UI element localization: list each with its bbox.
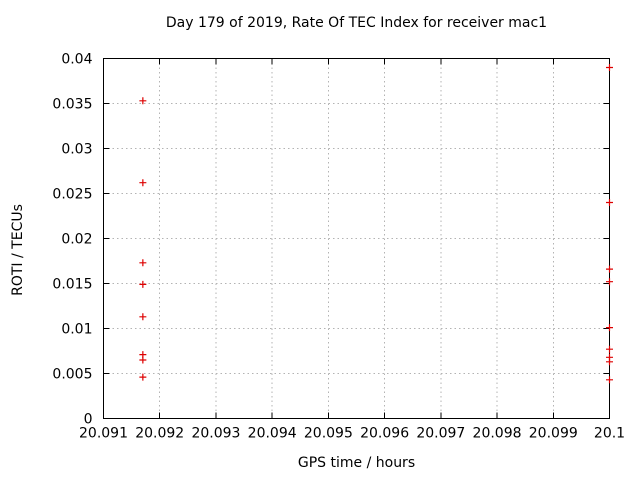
- data-point: [139, 259, 147, 267]
- data-point: [606, 199, 613, 206]
- data-point: [606, 358, 613, 366]
- x-tick-label: 20.091: [79, 426, 128, 442]
- x-tick-label: 20.095: [304, 426, 353, 442]
- y-axis-label: ROTI / TECUs: [10, 204, 26, 296]
- plot-border: [103, 58, 610, 419]
- x-tick-label: 20.098: [473, 426, 522, 442]
- x-tick-label: 20.094: [248, 426, 297, 442]
- data-point: [606, 376, 613, 384]
- x-tick-label: 20.097: [416, 426, 465, 442]
- data-point: [139, 97, 147, 105]
- x-axis-label: GPS time / hours: [298, 455, 415, 471]
- y-tick-label: 0: [84, 412, 93, 428]
- y-tick-label: 0.03: [61, 142, 92, 158]
- data-point: [139, 356, 147, 364]
- data-point: [139, 313, 147, 321]
- y-tick-label: 0.015: [52, 277, 92, 293]
- y-tick-label: 0.04: [61, 52, 92, 68]
- x-tick-label: 20.096: [360, 426, 409, 442]
- data-point: [139, 179, 147, 187]
- x-tick-label: 20.092: [135, 426, 184, 442]
- y-tick-label: 0.025: [52, 187, 92, 203]
- data-point: [139, 373, 147, 381]
- x-tick-label: 20.1: [594, 426, 625, 442]
- data-point: [606, 64, 613, 71]
- data-point: [606, 265, 613, 273]
- data-point: [606, 278, 613, 286]
- y-tick-label: 0.01: [61, 322, 92, 338]
- x-tick-label: 20.093: [191, 426, 240, 442]
- y-tick-label: 0.005: [52, 367, 92, 383]
- data-point: [139, 280, 147, 288]
- y-tick-label: 0.02: [61, 232, 92, 248]
- data-point: [606, 345, 613, 353]
- chart-title: Day 179 of 2019, Rate Of TEC Index for r…: [166, 15, 547, 31]
- data-point: [606, 324, 613, 332]
- y-tick-label: 0.035: [52, 97, 92, 113]
- x-tick-label: 20.099: [529, 426, 578, 442]
